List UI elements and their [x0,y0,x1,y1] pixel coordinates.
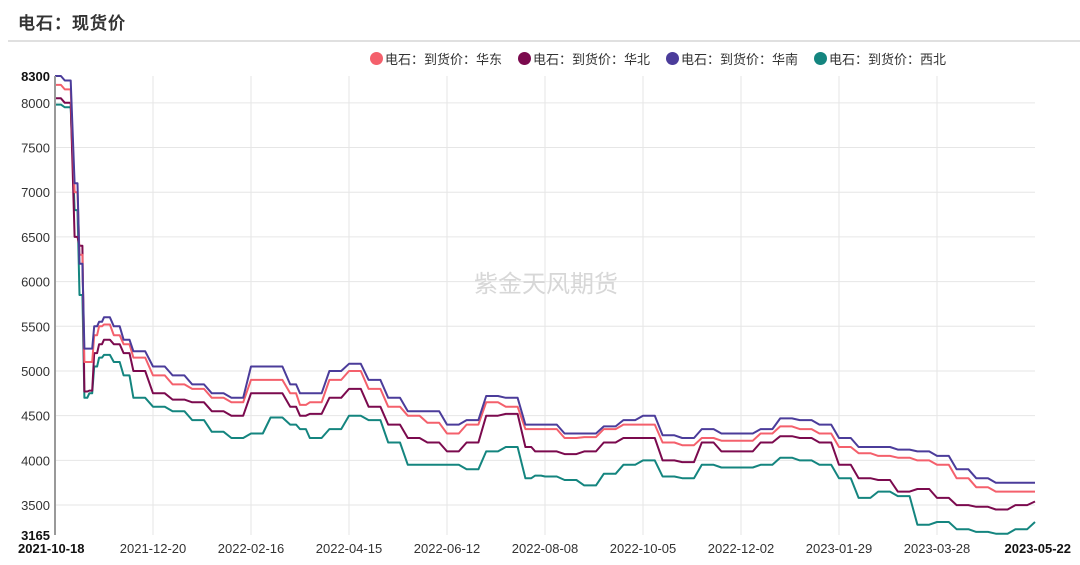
series-lines [55,75,1036,535]
legend-dot-icon [370,52,383,65]
series-line [55,103,1036,535]
x-tick-label: 2023-05-22 [1005,541,1072,556]
series-line [55,83,1035,493]
x-axis: 2021-10-18 2021-12-20 2022-02-16 2022-04-15… [18,541,1071,556]
legend-label: 电石：到货价：华北 [533,52,651,67]
legend-item-northwest[interactable]: 电石：到货价：西北 [814,49,946,68]
chart-title: 电石：现货价 [18,14,126,34]
legend-label: 电石：到货价：华南 [681,52,799,67]
legend-item-east[interactable]: 电石：到货价：华东 [370,49,502,68]
y-tick-label: 6000 [21,275,50,290]
y-tick-label: 5000 [21,364,50,379]
x-tick-label: 2021-12-20 [120,541,187,556]
y-axis: 3165 3500 4000 4500 5000 5500 6000 6500 7000 7500… [21,69,56,543]
x-tick-label: 2022-02-16 [218,541,285,556]
y-tick-label: 7000 [21,185,50,200]
watermark: 紫金天风期货 [474,271,618,298]
legend-item-north[interactable]: 电石：到货价：华北 [518,49,650,68]
x-tick-label: 2022-10-05 [610,541,677,556]
y-tick-label: 7500 [21,141,50,156]
legend-dot-icon [666,52,680,65]
y-tick-label: 5500 [21,319,50,334]
x-tick-label: 2022-12-02 [708,541,775,556]
y-tick-label: 3165 [21,528,50,543]
chart-legend: 电石：到货价：华东 电石：到货价：华北 电石：到货价：华南 电石：到货价：西北 [370,49,946,68]
title-divider [8,40,1080,42]
x-tick-label: 2023-01-29 [806,541,873,556]
legend-item-south[interactable]: 电石：到货价：华南 [666,49,798,68]
series-line [55,97,1036,511]
y-tick-label: 8000 [21,96,50,111]
y-tick-label: 4500 [21,409,50,424]
x-tick-label: 2021-10-18 [18,541,85,556]
y-tick-label: 6500 [21,230,50,245]
legend-dot-icon [518,52,532,65]
x-tick-label: 2022-04-15 [316,541,383,556]
series-line [55,75,1035,484]
x-tick-label: 2023-03-28 [904,541,971,556]
x-tick-label: 2022-06-12 [414,541,481,556]
y-tick-label: 8300 [21,69,50,84]
grid-lines [55,76,1035,535]
y-tick-label: 3500 [21,498,50,513]
legend-label: 电石：到货价：西北 [829,52,947,67]
x-tick-label: 2022-08-08 [512,541,579,556]
legend-dot-icon [814,52,828,65]
legend-label: 电石：到货价：华东 [385,52,503,67]
y-tick-label: 4000 [21,453,50,468]
